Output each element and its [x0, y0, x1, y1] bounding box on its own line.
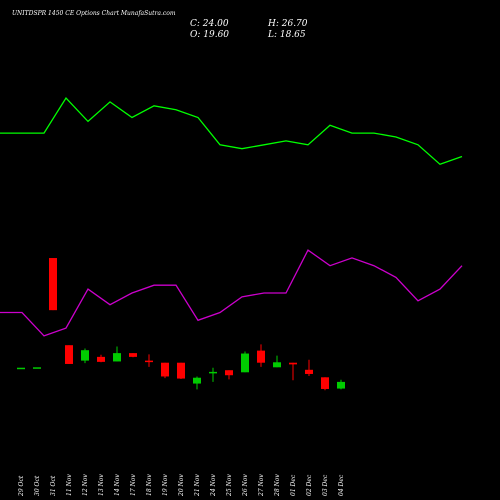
x-tick-label: 02 Dec [306, 474, 313, 496]
candle-body [161, 362, 169, 377]
x-tick-label: 11 Nov [66, 474, 73, 496]
candle-body [209, 371, 217, 374]
candle-body [17, 367, 25, 370]
candle-body [241, 353, 249, 373]
candle-body [81, 350, 89, 361]
candle-body [33, 367, 41, 369]
candle-body [113, 353, 121, 362]
candle-body [257, 350, 265, 363]
x-tick-label: 31 Oct [50, 475, 57, 496]
x-tick-label: 30 Oct [34, 475, 41, 496]
candle-body [337, 381, 345, 389]
x-tick-label: 13 Nov [98, 474, 105, 496]
x-tick-label: 12 Nov [82, 474, 89, 496]
x-tick-label: 18 Nov [146, 474, 153, 496]
lower-price-line [0, 249, 463, 337]
x-tick-label: 14 Nov [114, 474, 121, 496]
open-value: O: 19.60 [190, 30, 229, 40]
upper-price-line [0, 96, 463, 166]
candle-body [321, 377, 329, 389]
x-tick-label: 25 Nov [226, 474, 233, 497]
candle-body [193, 377, 201, 384]
chart-title: UNITDSPR 1450 CE Options Chart MunafaSut… [12, 10, 176, 17]
x-tick-label: 20 Nov [178, 474, 185, 497]
x-tick-label: 03 Dec [322, 474, 329, 496]
x-tick-label: 04 Dec [338, 474, 345, 496]
candle-body [177, 362, 185, 379]
close-value: C: 24.00 [190, 19, 229, 29]
candle-body [49, 258, 57, 311]
x-tick-label: 24 Nov [210, 474, 217, 497]
x-axis-labels: 29 Oct 30 Oct 31 Oct 11 Nov 12 Nov 13 Nov 14 N… [18, 474, 345, 497]
candle-body [97, 356, 105, 362]
x-tick-label: 19 Nov [162, 474, 169, 496]
x-tick-label: 28 Nov [274, 474, 281, 497]
x-tick-label: 01 Dec [290, 474, 297, 496]
candle-body [225, 370, 233, 376]
candle-body [65, 345, 73, 364]
x-tick-label: 26 Nov [242, 474, 249, 497]
candle-body [289, 362, 297, 365]
candle-body [305, 369, 313, 374]
candle-body [145, 360, 153, 363]
low-value: L: 18.65 [267, 30, 306, 40]
x-tick-label: 21 Nov [194, 474, 201, 497]
candles-group [17, 258, 345, 391]
candle-body [129, 353, 137, 357]
x-tick-label: 17 Nov [130, 474, 137, 496]
x-tick-label: 27 Nov [258, 474, 265, 497]
x-tick-label: 29 Oct [18, 475, 25, 497]
candle-body [273, 362, 281, 368]
high-value: H: 26.70 [267, 19, 308, 29]
